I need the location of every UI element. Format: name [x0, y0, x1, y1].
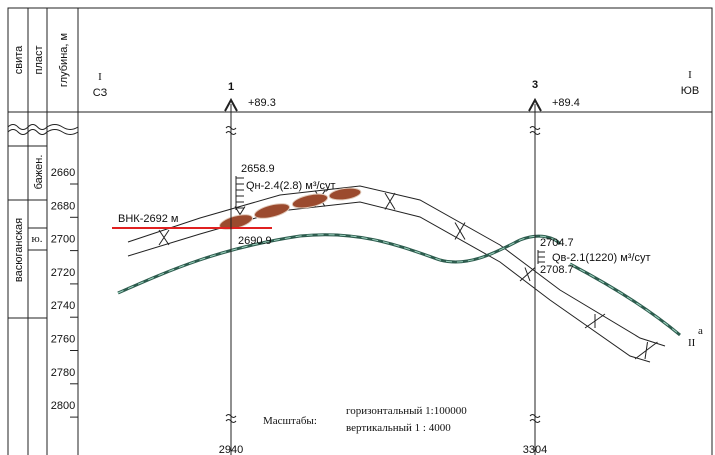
direction: ЮВ: [681, 85, 699, 97]
section-end: I: [98, 71, 102, 83]
break-mark: [8, 130, 28, 135]
owc-label: ВНК-2692 м: [118, 213, 178, 225]
depth-top: 2704.7: [540, 237, 574, 249]
break-mark: [28, 125, 47, 130]
layer-label: ю.: [32, 233, 43, 245]
suite-label: бажен.: [33, 155, 45, 190]
depth-label: 2700: [51, 234, 75, 246]
depth-label: 2660: [51, 167, 75, 179]
depth-base: 2708.7: [540, 264, 574, 276]
depth-label: 2740: [51, 300, 75, 312]
scale-horizontal: горизонтальный 1:100000: [346, 405, 467, 417]
flow-rate: Qн-2.4(2.8) м³/сут: [246, 180, 336, 192]
oil-saturation: [218, 186, 362, 232]
layer-index: a: [698, 325, 703, 337]
break-mark: [8, 125, 28, 130]
depth-base: 2690.9: [238, 235, 272, 247]
hatch: [635, 342, 658, 359]
break-mark: [47, 125, 78, 130]
well-altitude: +89.4: [552, 97, 580, 109]
column-header: глубина, м: [58, 33, 70, 87]
break-mark: [47, 130, 78, 135]
scale-vertical: вертикальный 1 : 4000: [346, 422, 451, 434]
section-end: I: [688, 69, 692, 81]
wells: [225, 100, 541, 455]
depth-label: 2680: [51, 200, 75, 212]
suite-label: васюганская: [13, 218, 25, 282]
well-bottom: 3304: [523, 444, 547, 455]
layer-label: II: [688, 337, 696, 349]
reservoir-layer: [128, 186, 665, 362]
frame: [8, 8, 712, 455]
column-header: пласт: [33, 45, 45, 74]
depth-label: 2780: [51, 367, 75, 379]
well-name: 3: [532, 79, 538, 91]
depth-label: 2800: [51, 400, 75, 412]
well-bottom: 2940: [219, 444, 243, 455]
depth-scale: 2660 2680 2700 2720 2740 2760 2780 2800: [51, 167, 78, 417]
scale-title: Масштабы:: [263, 415, 317, 427]
direction: СЗ: [93, 87, 108, 99]
depth-label: 2760: [51, 334, 75, 346]
section-diagram: свита пласт глубина, м бажен. васюганска…: [0, 0, 715, 455]
break-mark: [28, 130, 47, 135]
column-header: свита: [13, 45, 25, 74]
well-name: 1: [228, 81, 234, 93]
hatch: [520, 268, 535, 282]
depth-label: 2720: [51, 267, 75, 279]
well-altitude: +89.3: [248, 97, 276, 109]
flow-rate: Qв-2.1(1220) м³/сут: [552, 252, 651, 264]
depth-top: 2658.9: [241, 163, 275, 175]
